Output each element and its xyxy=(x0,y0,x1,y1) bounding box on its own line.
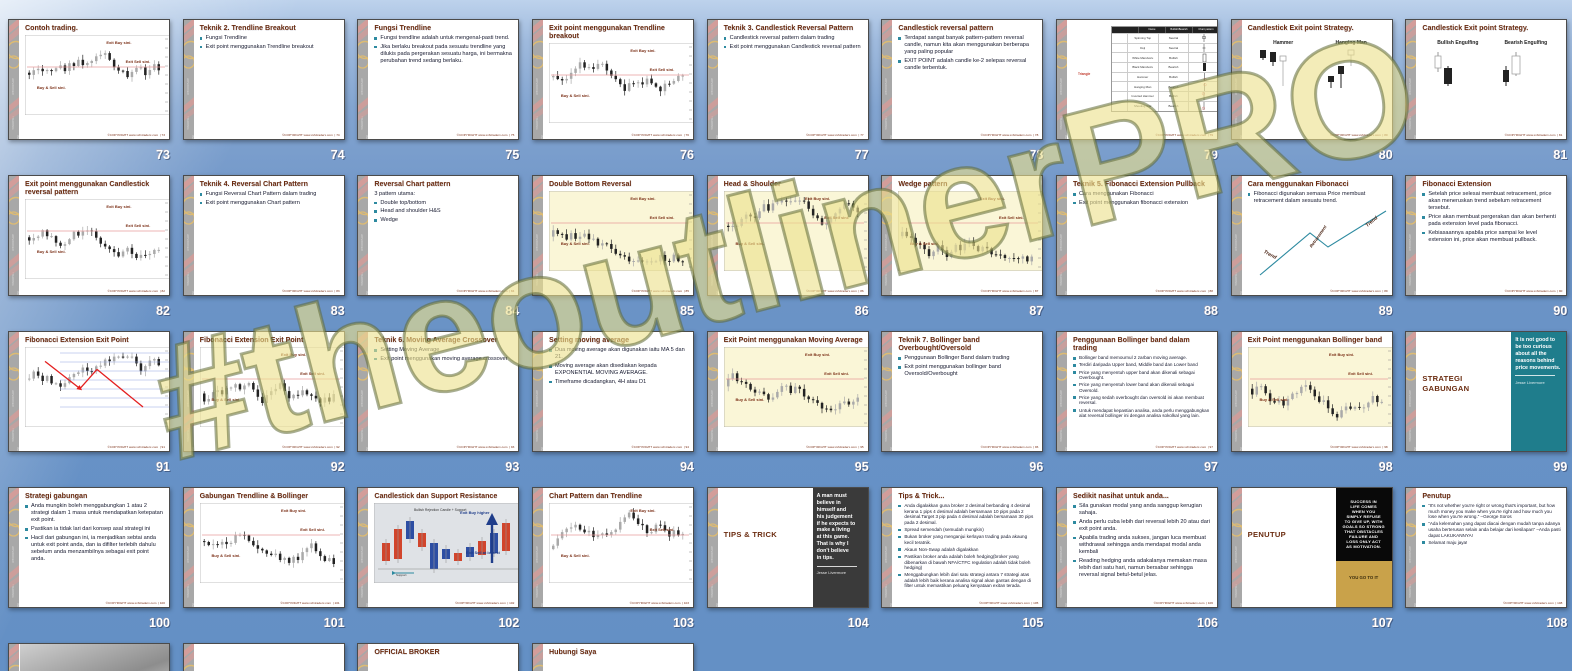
svg-text:ADVANCED: ADVANCED xyxy=(884,234,888,252)
svg-text:ADVANCED: ADVANCED xyxy=(11,546,15,564)
svg-text:ADVANCED: ADVANCED xyxy=(1059,546,1063,564)
svg-text:ADVANCED: ADVANCED xyxy=(186,234,190,252)
svg-text:INDEX: INDEX xyxy=(191,291,194,296)
svg-text:INDEX: INDEX xyxy=(889,603,892,608)
svg-text:INDEX: INDEX xyxy=(1064,291,1067,296)
svg-text:INDEX: INDEX xyxy=(715,135,718,140)
svg-text:INDEX: INDEX xyxy=(365,447,368,452)
svg-text:INDEX: INDEX xyxy=(540,135,543,140)
svg-text:INDEX: INDEX xyxy=(16,603,19,608)
svg-text:INDEX: INDEX xyxy=(889,447,892,452)
svg-text:Support: Support xyxy=(396,573,407,577)
svg-text:INDEX: INDEX xyxy=(715,447,718,452)
svg-text:ADVANCED: ADVANCED xyxy=(360,390,364,408)
svg-text:ADVANCED: ADVANCED xyxy=(186,390,190,408)
svg-text:ADVANCED: ADVANCED xyxy=(1408,546,1412,564)
svg-text:ADVANCED: ADVANCED xyxy=(1059,78,1063,96)
svg-text:ADVANCED: ADVANCED xyxy=(1234,546,1238,564)
svg-text:INDEX: INDEX xyxy=(889,291,892,296)
svg-text:INDEX: INDEX xyxy=(889,135,892,140)
svg-text:ADVANCED: ADVANCED xyxy=(1234,234,1238,252)
svg-text:ADVANCED: ADVANCED xyxy=(1408,390,1412,408)
svg-text:ADVANCED: ADVANCED xyxy=(11,78,15,96)
svg-text:ADVANCED: ADVANCED xyxy=(710,390,714,408)
svg-text:INDEX: INDEX xyxy=(715,603,718,608)
svg-text:ADVANCED: ADVANCED xyxy=(710,234,714,252)
svg-text:INDEX: INDEX xyxy=(191,603,194,608)
svg-text:ADVANCED: ADVANCED xyxy=(535,234,539,252)
svg-text:INDEX: INDEX xyxy=(1413,291,1416,296)
svg-text:ADVANCED: ADVANCED xyxy=(535,546,539,564)
svg-text:INDEX: INDEX xyxy=(16,135,19,140)
svg-text:ADVANCED: ADVANCED xyxy=(360,78,364,96)
svg-text:ADVANCED: ADVANCED xyxy=(535,78,539,96)
svg-text:ADVANCED: ADVANCED xyxy=(884,546,888,564)
svg-text:INDEX: INDEX xyxy=(540,603,543,608)
svg-text:INDEX: INDEX xyxy=(540,447,543,452)
svg-text:INDEX: INDEX xyxy=(1239,447,1242,452)
svg-text:INDEX: INDEX xyxy=(191,447,194,452)
svg-text:ADVANCED: ADVANCED xyxy=(1408,78,1412,96)
svg-text:INDEX: INDEX xyxy=(16,447,19,452)
svg-text:INDEX: INDEX xyxy=(1413,447,1416,452)
svg-text:ADVANCED: ADVANCED xyxy=(1234,390,1238,408)
svg-text:INDEX: INDEX xyxy=(1064,135,1067,140)
svg-text:INDEX: INDEX xyxy=(1239,603,1242,608)
svg-text:ADVANCED: ADVANCED xyxy=(11,390,15,408)
svg-text:ADVANCED: ADVANCED xyxy=(11,234,15,252)
svg-text:INDEX: INDEX xyxy=(1064,447,1067,452)
svg-text:INDEX: INDEX xyxy=(1064,603,1067,608)
svg-text:ADVANCED: ADVANCED xyxy=(884,78,888,96)
svg-text:INDEX: INDEX xyxy=(1413,603,1416,608)
svg-text:ADVANCED: ADVANCED xyxy=(1059,390,1063,408)
svg-text:INDEX: INDEX xyxy=(365,135,368,140)
svg-text:ADVANCED: ADVANCED xyxy=(1234,78,1238,96)
svg-text:ADVANCED: ADVANCED xyxy=(186,78,190,96)
svg-text:ADVANCED: ADVANCED xyxy=(360,234,364,252)
svg-text:ADVANCED: ADVANCED xyxy=(1059,234,1063,252)
svg-text:INDEX: INDEX xyxy=(1239,291,1242,296)
svg-text:INDEX: INDEX xyxy=(365,291,368,296)
svg-text:ADVANCED: ADVANCED xyxy=(710,546,714,564)
svg-text:INDEX: INDEX xyxy=(16,291,19,296)
svg-text:ADVANCED: ADVANCED xyxy=(535,390,539,408)
svg-text:ADVANCED: ADVANCED xyxy=(710,78,714,96)
svg-text:INDEX: INDEX xyxy=(540,291,543,296)
svg-text:ADVANCED: ADVANCED xyxy=(884,390,888,408)
svg-text:INDEX: INDEX xyxy=(715,291,718,296)
svg-text:INDEX: INDEX xyxy=(1413,135,1416,140)
svg-text:INDEX: INDEX xyxy=(191,135,194,140)
svg-text:ADVANCED: ADVANCED xyxy=(186,546,190,564)
svg-text:INDEX: INDEX xyxy=(1239,135,1242,140)
svg-text:ADVANCED: ADVANCED xyxy=(360,546,364,564)
svg-text:ADVANCED: ADVANCED xyxy=(1408,234,1412,252)
svg-text:INDEX: INDEX xyxy=(365,603,368,608)
svg-text:Bullish Rejection Candle + Sup: Bullish Rejection Candle + Support xyxy=(414,508,467,512)
